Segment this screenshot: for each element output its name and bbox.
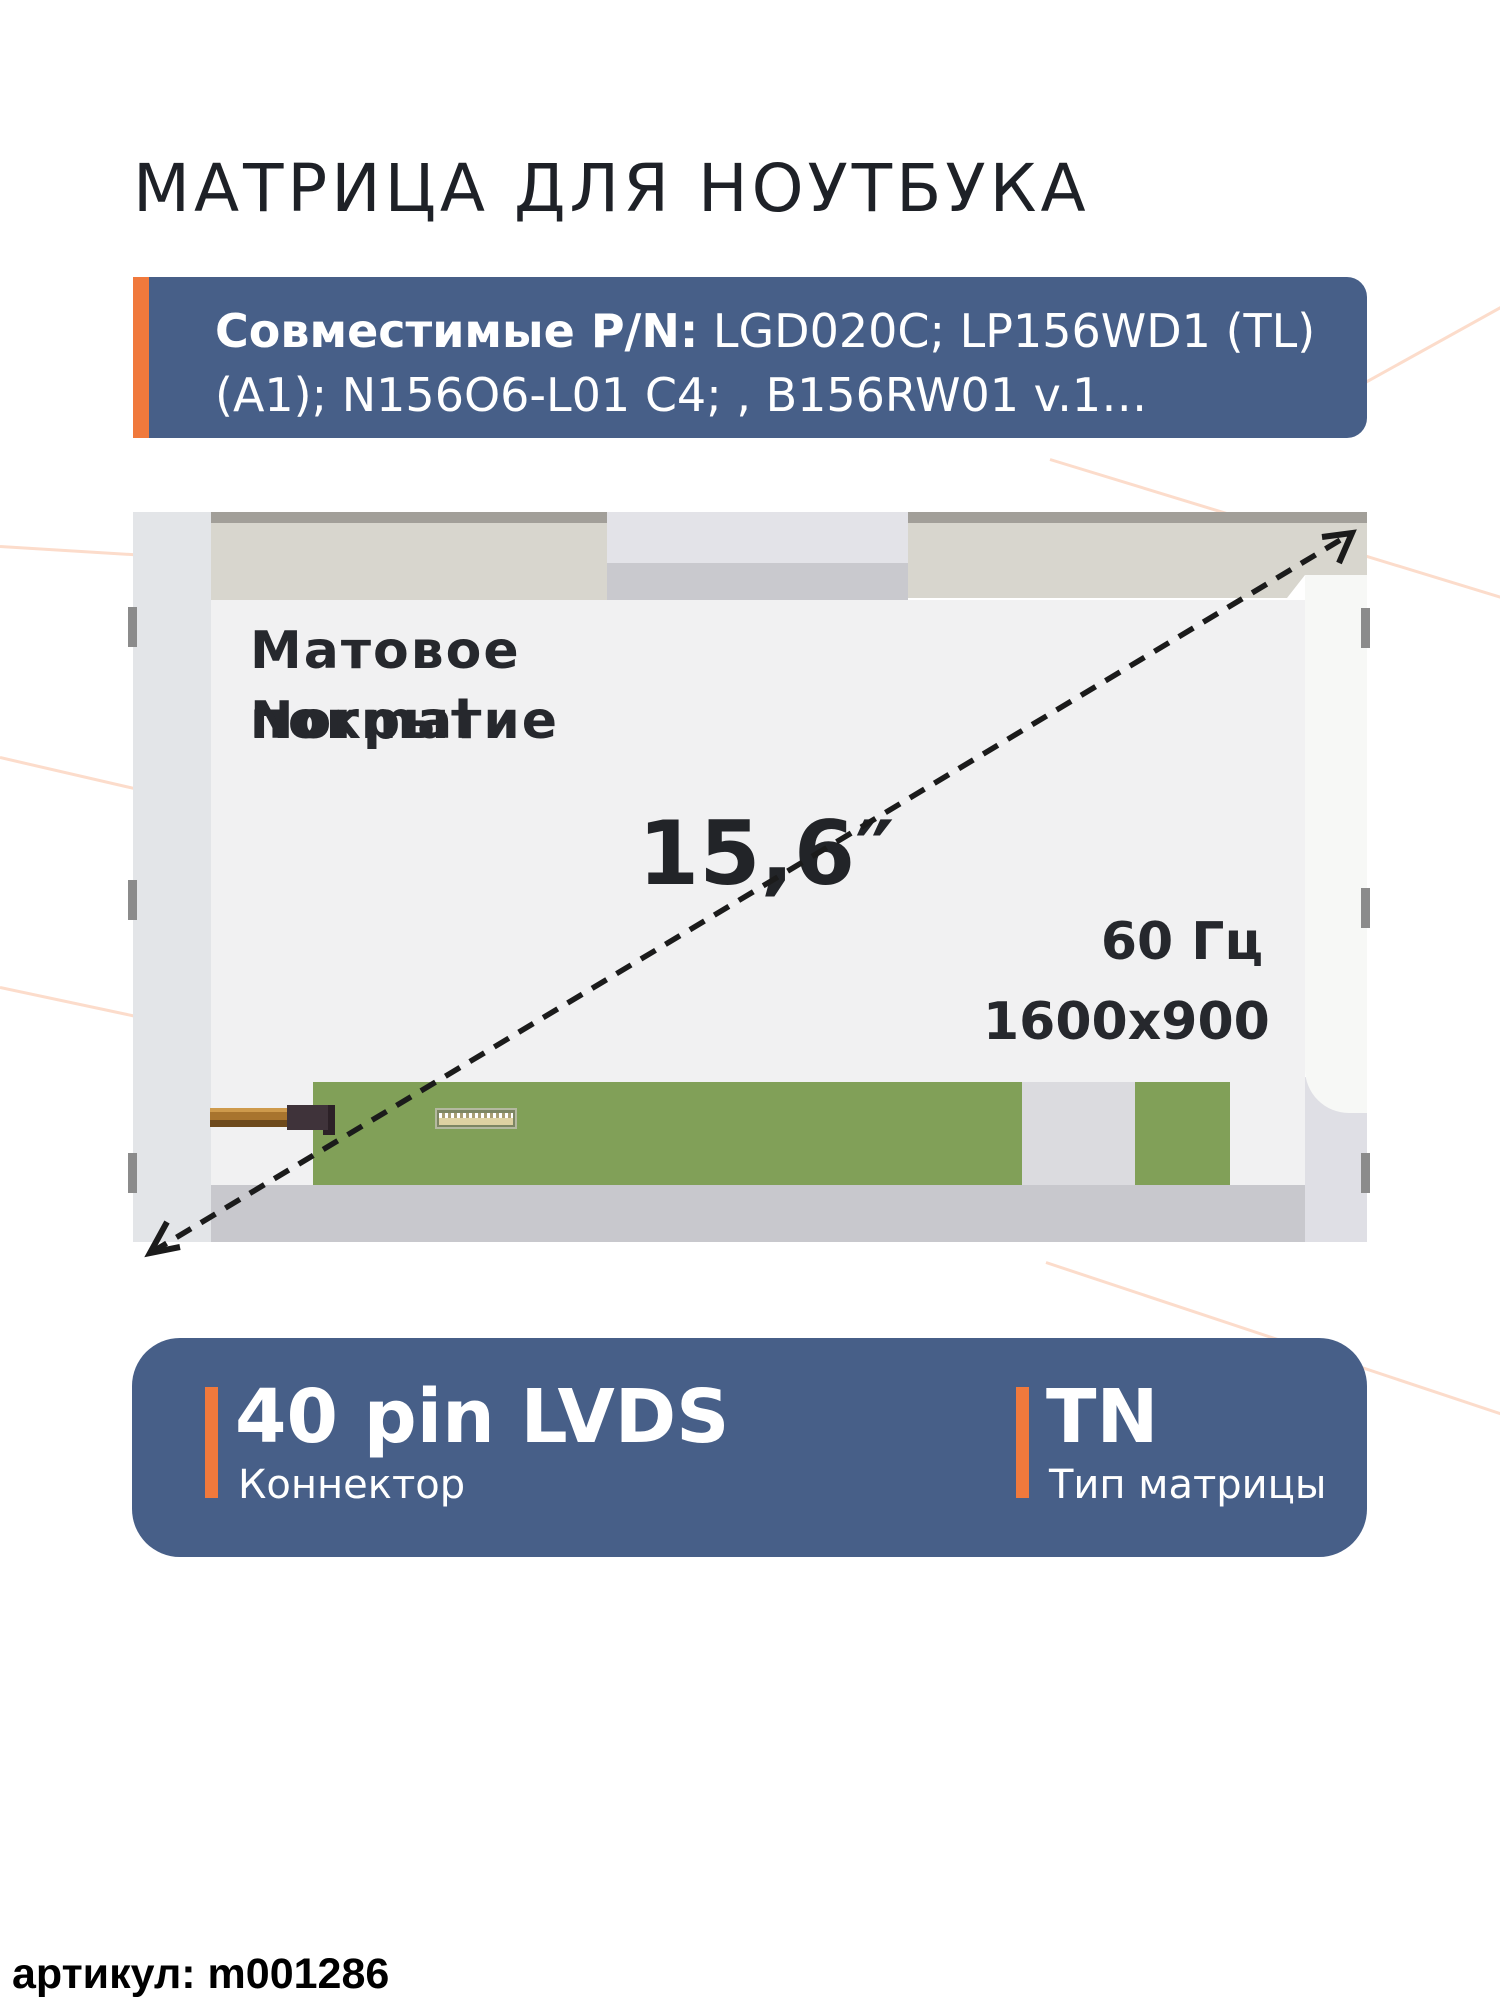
- connector-label: Коннектор: [238, 1462, 466, 1508]
- panel-sticker-middle-lower: [607, 563, 908, 600]
- panel-top-bar-left: [211, 512, 607, 523]
- pcb-connector-bar: [439, 1118, 513, 1125]
- panel-illustration: Матовое покрытие Normal 15,6″ 60 Гц 1600…: [128, 512, 1370, 1258]
- diagonal-size-label: 15,6″: [638, 802, 895, 905]
- mount-tab: [128, 1153, 137, 1193]
- lvds-plug-foot: [323, 1130, 335, 1135]
- compatibility-line1: LGD020C; LP156WD1 (TL): [698, 304, 1316, 358]
- panel-right-white-strip: [1305, 575, 1367, 1113]
- mount-tab: [1361, 888, 1370, 928]
- matrix-type-accent-bar: [1016, 1387, 1029, 1498]
- matrix-type-label: Тип матрицы: [1049, 1462, 1327, 1508]
- decor-line: [1359, 299, 1500, 387]
- resolution-label: 1600x900: [983, 992, 1270, 1052]
- compatibility-accent-bar: [133, 277, 149, 438]
- matrix-type-value: TN: [1046, 1374, 1159, 1460]
- coating-value: Normal: [250, 691, 474, 751]
- compatibility-line2: (A1); N156O6-L01 C4; , B156RW01 v.1…: [215, 368, 1148, 422]
- decor-line: [0, 986, 135, 1018]
- compatibility-text: Совместимые P/N: LGD020C; LP156WD1 (TL) …: [215, 299, 1355, 427]
- decor-line: [0, 545, 135, 557]
- pcb-strip-gap: [1022, 1082, 1135, 1185]
- connector-accent-bar: [205, 1387, 218, 1498]
- mount-tab: [128, 880, 137, 920]
- panel-sticker-right: [908, 523, 1367, 598]
- compatibility-label: Совместимые P/N:: [215, 304, 699, 358]
- mount-tab: [1361, 1153, 1370, 1193]
- pcb-strip-right: [1135, 1082, 1230, 1185]
- spec-card: 40 pin LVDS Коннектор TN Тип матрицы: [132, 1338, 1367, 1557]
- sku-label: артикул: m001286: [12, 1950, 390, 1998]
- page-title: МАТРИЦА ДЛЯ НОУТБУКА: [133, 150, 1090, 227]
- panel-sticker-middle: [607, 512, 908, 563]
- pcb-strip-left: [313, 1082, 1022, 1185]
- panel-bottom-rail: [211, 1185, 1305, 1242]
- connector-value: 40 pin LVDS: [235, 1374, 730, 1460]
- panel-top-bar-right: [908, 512, 1367, 523]
- panel-sticker-left: [211, 523, 607, 600]
- lvds-cable: [210, 1108, 287, 1127]
- mount-tab: [128, 607, 137, 647]
- mount-tab: [1361, 608, 1370, 648]
- panel-left-edge: [133, 512, 211, 1242]
- decor-line: [0, 756, 134, 790]
- lvds-plug: [287, 1105, 335, 1130]
- refresh-rate-label: 60 Гц: [1100, 912, 1263, 972]
- compatibility-box: Совместимые P/N: LGD020C; LP156WD1 (TL) …: [133, 277, 1367, 438]
